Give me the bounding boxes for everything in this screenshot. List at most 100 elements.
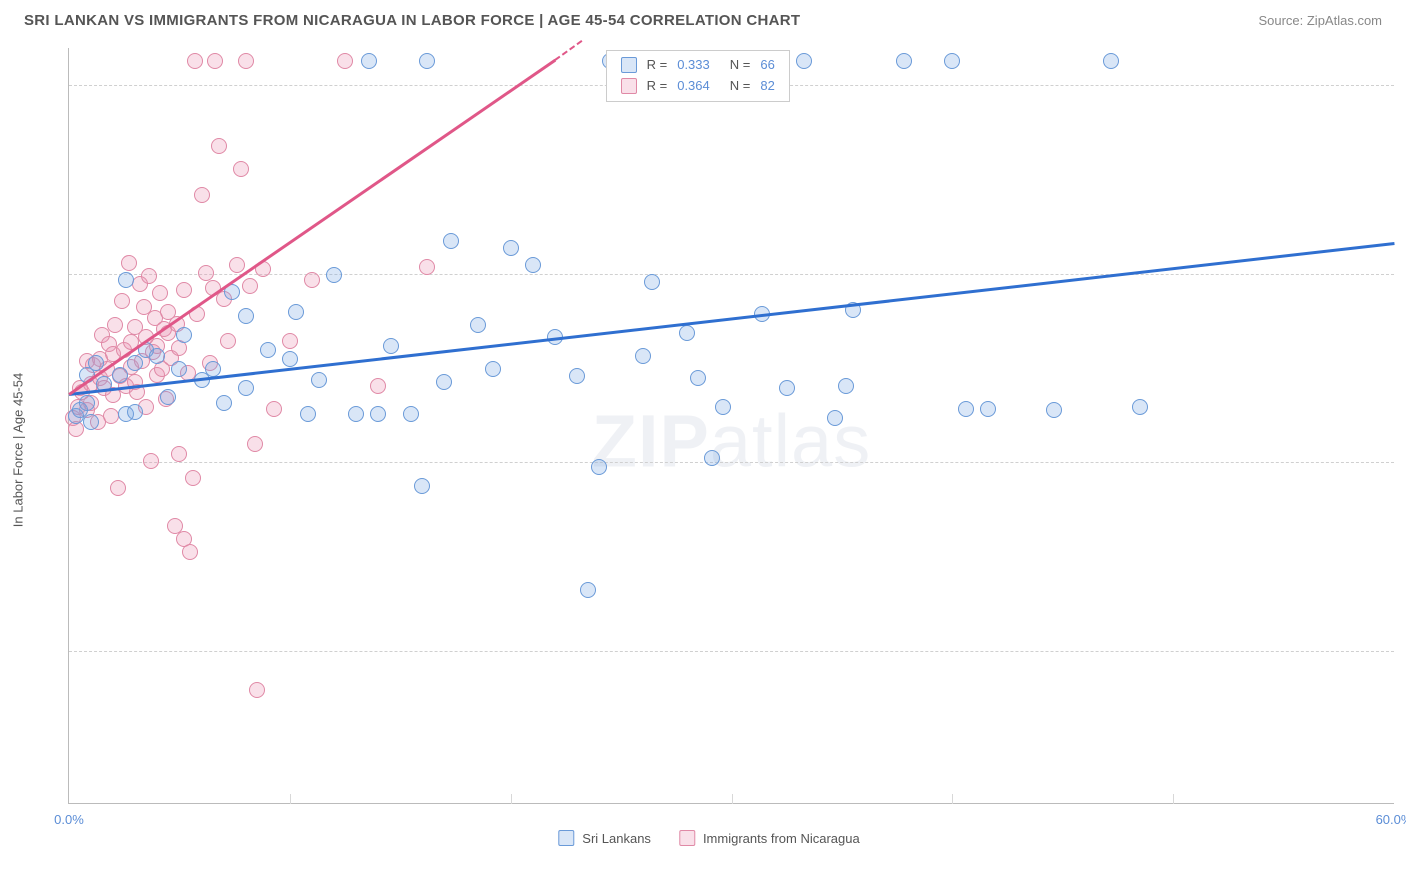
data-point-blue: [591, 459, 607, 475]
data-point-blue: [944, 53, 960, 69]
data-point-blue: [260, 342, 276, 358]
data-point-pink: [121, 255, 137, 271]
n-value: 66: [760, 55, 774, 76]
data-point-blue: [838, 378, 854, 394]
data-point-pink: [229, 257, 245, 273]
data-point-pink: [282, 333, 298, 349]
legend-swatch-pink: [679, 830, 695, 846]
legend-swatch: [621, 78, 637, 94]
data-point-blue: [205, 361, 221, 377]
data-point-blue: [635, 348, 651, 364]
data-point-blue: [403, 406, 419, 422]
x-tick: [1173, 794, 1174, 804]
data-point-blue: [79, 395, 95, 411]
data-point-blue: [679, 325, 695, 341]
data-point-blue: [525, 257, 541, 273]
correlation-legend: R =0.333N =66R =0.364N =82: [606, 50, 790, 102]
data-point-blue: [370, 406, 386, 422]
data-point-blue: [715, 399, 731, 415]
data-point-blue: [300, 406, 316, 422]
data-point-blue: [704, 450, 720, 466]
data-point-blue: [88, 355, 104, 371]
data-point-blue: [149, 348, 165, 364]
y-gridline: [69, 462, 1394, 463]
data-point-pink: [211, 138, 227, 154]
data-point-pink: [187, 53, 203, 69]
legend-label-blue: Sri Lankans: [582, 831, 651, 846]
watermark-bold: ZIP: [592, 399, 710, 482]
data-point-blue: [282, 351, 298, 367]
watermark-rest: atlas: [710, 399, 871, 482]
data-point-pink: [207, 53, 223, 69]
data-point-blue: [238, 380, 254, 396]
data-point-blue: [348, 406, 364, 422]
r-label: R =: [647, 55, 668, 76]
data-point-blue: [980, 401, 996, 417]
data-point-pink: [337, 53, 353, 69]
data-point-blue: [443, 233, 459, 249]
data-point-pink: [249, 682, 265, 698]
data-point-pink: [238, 53, 254, 69]
data-point-pink: [171, 446, 187, 462]
y-tick-label: 80.0%: [1402, 441, 1406, 456]
data-point-blue: [485, 361, 501, 377]
data-point-blue: [414, 478, 430, 494]
data-point-blue: [383, 338, 399, 354]
data-point-pink: [247, 436, 263, 452]
legend-item-pink: Immigrants from Nicaragua: [679, 830, 860, 846]
data-point-blue: [644, 274, 660, 290]
x-tick: [511, 794, 512, 804]
y-axis-label: In Labor Force | Age 45-54: [11, 373, 26, 527]
data-point-blue: [127, 355, 143, 371]
data-point-blue: [176, 327, 192, 343]
legend-bottom: Sri Lankans Immigrants from Nicaragua: [558, 830, 859, 846]
data-point-blue: [127, 404, 143, 420]
data-point-blue: [238, 308, 254, 324]
data-point-pink: [152, 285, 168, 301]
plot-area: ZIPatlas 70.0%80.0%90.0%100.0%0.0%60.0%R…: [68, 48, 1394, 804]
data-point-blue: [569, 368, 585, 384]
n-label: N =: [730, 55, 751, 76]
data-point-blue: [779, 380, 795, 396]
data-point-pink: [370, 378, 386, 394]
data-point-blue: [171, 361, 187, 377]
data-point-blue: [1103, 53, 1119, 69]
data-point-pink: [114, 293, 130, 309]
data-point-pink: [143, 453, 159, 469]
legend-item-blue: Sri Lankans: [558, 830, 651, 846]
data-point-blue: [580, 582, 596, 598]
trend-line: [68, 59, 555, 395]
data-point-pink: [141, 268, 157, 284]
y-gridline: [69, 651, 1394, 652]
data-point-pink: [194, 187, 210, 203]
data-point-blue: [419, 53, 435, 69]
n-label: N =: [730, 76, 751, 97]
data-point-blue: [160, 389, 176, 405]
data-point-pink: [242, 278, 258, 294]
x-tick: [732, 794, 733, 804]
x-tick-label: 0.0%: [54, 812, 84, 827]
data-point-blue: [503, 240, 519, 256]
data-point-pink: [266, 401, 282, 417]
x-tick: [952, 794, 953, 804]
r-value: 0.333: [677, 55, 710, 76]
data-point-blue: [827, 410, 843, 426]
y-tick-label: 70.0%: [1402, 630, 1406, 645]
trend-line: [554, 41, 582, 62]
data-point-blue: [326, 267, 342, 283]
data-point-blue: [311, 372, 327, 388]
data-point-pink: [419, 259, 435, 275]
data-point-blue: [1046, 402, 1062, 418]
legend-swatch: [621, 57, 637, 73]
x-tick-label: 60.0%: [1376, 812, 1406, 827]
data-point-blue: [690, 370, 706, 386]
data-point-blue: [361, 53, 377, 69]
data-point-blue: [112, 367, 128, 383]
data-point-blue: [436, 374, 452, 390]
chart-title: SRI LANKAN VS IMMIGRANTS FROM NICARAGUA …: [24, 12, 800, 29]
data-point-pink: [103, 408, 119, 424]
data-point-pink: [233, 161, 249, 177]
data-point-pink: [110, 480, 126, 496]
r-label: R =: [647, 76, 668, 97]
legend-swatch-blue: [558, 830, 574, 846]
